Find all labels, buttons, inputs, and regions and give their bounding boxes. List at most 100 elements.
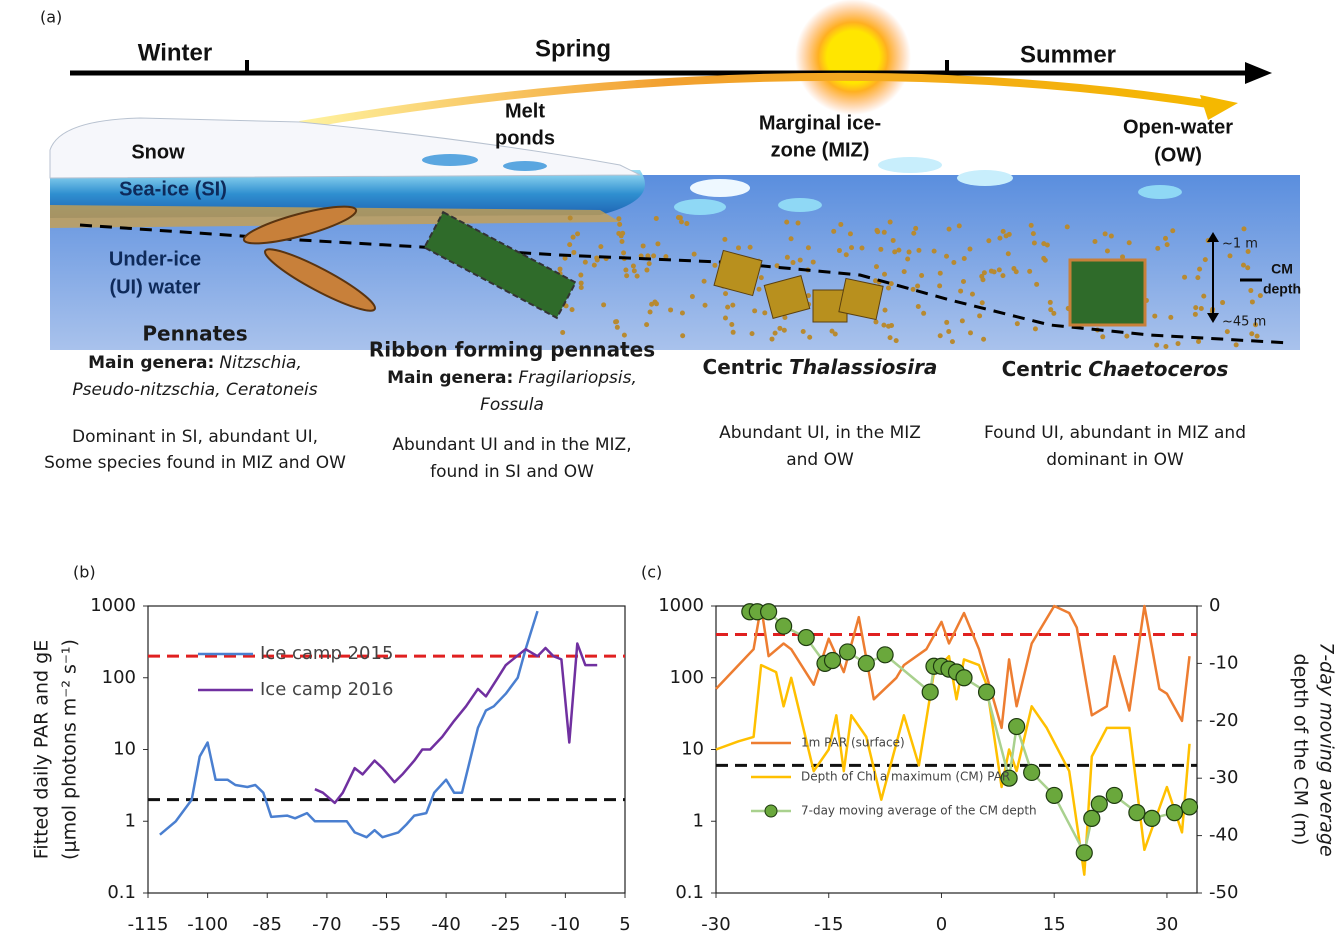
season: Summer — [1020, 41, 1116, 68]
depth-label: CM — [1271, 261, 1293, 277]
algae-dot — [616, 216, 621, 221]
ice-floe — [674, 199, 726, 215]
panel-label: (b) — [73, 563, 96, 582]
algae-dot — [878, 247, 883, 252]
algae-dot — [911, 287, 916, 292]
algae-dot — [752, 308, 757, 313]
algae-dot — [946, 329, 951, 334]
algae-dot — [1006, 251, 1011, 256]
algae-dot — [1045, 242, 1050, 247]
algae-dot — [1048, 307, 1053, 312]
algae-dot — [811, 260, 816, 265]
algae-dot — [907, 250, 912, 255]
zone-label: zone (MIZ) — [771, 139, 870, 161]
x-tick-label: -40 — [431, 914, 460, 935]
algae-dot — [891, 238, 896, 243]
y2-tick-label: -40 — [1209, 825, 1238, 846]
algae-dot — [947, 227, 952, 232]
algae-dot — [1165, 242, 1170, 247]
group-description: Abundant UI, in the MIZ — [719, 423, 921, 443]
algae-dot — [937, 283, 942, 288]
algae-dot — [883, 308, 888, 313]
layer-label: Under-ice — [109, 248, 201, 270]
algae-dot — [678, 215, 683, 220]
algae-dot — [594, 255, 599, 260]
centric-cell — [839, 278, 883, 319]
series-line — [315, 644, 597, 803]
panel-a: (a) Winter Spring Summer — [40, 0, 1301, 482]
algae-dot — [770, 337, 775, 342]
algae-dot — [989, 269, 994, 274]
algae-dot — [892, 249, 897, 254]
algae-dot — [807, 335, 812, 340]
algae-dot — [762, 310, 767, 315]
algae-dot — [913, 226, 918, 231]
algae-dot — [932, 249, 937, 254]
algae-dot — [648, 309, 653, 314]
genus: Pseudo-nitzschia, Ceratoneis — [72, 380, 317, 400]
sun — [795, 0, 911, 115]
algae-dot — [635, 274, 640, 279]
algae-dot — [1163, 236, 1168, 241]
algae-dot — [782, 328, 787, 333]
depth-label: ~1 m — [1222, 237, 1258, 252]
algae-dot — [571, 235, 576, 240]
algae-dot — [919, 273, 924, 278]
algae-dot — [652, 299, 657, 304]
algae-dot — [889, 323, 894, 328]
genera-label: Main genera: — [88, 353, 214, 373]
algae-dot — [962, 256, 967, 261]
legend-marker — [765, 805, 777, 817]
algae-dot — [567, 242, 572, 247]
algae-dot — [601, 302, 606, 307]
data-point — [776, 618, 792, 634]
algae-dot — [796, 221, 801, 226]
algae-dot — [598, 244, 603, 249]
y-tick-label: 100 — [670, 667, 704, 688]
algae-dot — [1234, 342, 1239, 347]
algae-dot — [958, 289, 963, 294]
algae-dot — [881, 323, 886, 328]
algae-dot — [888, 335, 893, 340]
data-point — [858, 655, 874, 671]
algae-dot — [644, 322, 649, 327]
season: Winter — [138, 39, 212, 66]
chart: (b)0.11101001000-115-100-85-70-55-40-25-… — [31, 563, 631, 936]
ice-floe — [957, 170, 1013, 186]
algae-dot — [1154, 343, 1159, 348]
genus: Nitzschia, — [219, 353, 302, 373]
algae-dot — [1043, 258, 1048, 263]
algae-dot — [560, 330, 565, 335]
algae-dot — [968, 330, 973, 335]
x-tick-label: -30 — [701, 914, 730, 935]
algae-dot — [722, 237, 727, 242]
algae-dot — [1155, 246, 1160, 251]
layer-label: (UI) water — [109, 276, 200, 298]
algae-dot — [624, 273, 629, 278]
algae-dot — [725, 305, 730, 310]
legend-label: Depth of Chl a maximum (CM) PAR — [801, 770, 1010, 784]
algae-dot — [905, 257, 910, 262]
algae-dot — [692, 252, 697, 257]
algae-dot — [980, 277, 985, 282]
algae-dot — [938, 333, 943, 338]
algae-dot — [750, 331, 755, 336]
algae-dot — [789, 236, 794, 241]
data-point — [798, 630, 814, 646]
algae-dot — [616, 231, 621, 236]
algae-dot — [849, 245, 854, 250]
data-point — [956, 670, 972, 686]
x-tick-label: 5 — [619, 914, 630, 935]
algae-dot — [1103, 231, 1108, 236]
data-point — [1084, 810, 1100, 826]
zone-label: ponds — [495, 127, 555, 149]
algae-dot — [1027, 269, 1032, 274]
algae-dot — [680, 333, 685, 338]
algae-dot — [938, 271, 943, 276]
y2-tick-label: -20 — [1209, 710, 1238, 731]
algae-dot — [1105, 249, 1110, 254]
algae-dot — [950, 339, 955, 344]
algae-dot — [655, 241, 660, 246]
algae-dot — [997, 267, 1002, 272]
algae-dot — [944, 320, 949, 325]
